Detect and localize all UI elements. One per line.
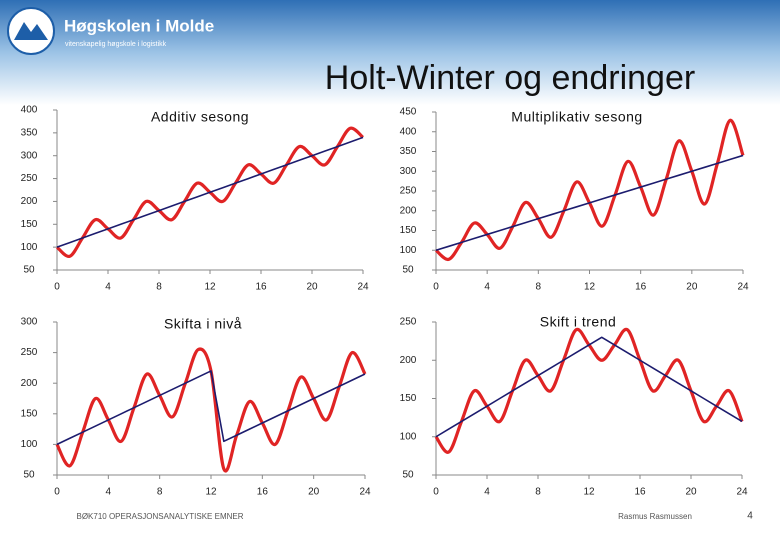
y-tick-label: 150 [400,393,417,404]
x-tick-label: 16 [635,282,647,293]
y-tick-label: 400 [21,105,38,116]
x-tick-label: 8 [156,282,162,293]
y-tick-label: 50 [23,470,35,481]
x-tick-label: 16 [257,487,269,498]
y-tick-label: 250 [21,173,38,184]
x-tick-label: 20 [308,487,320,498]
y-tick-label: 100 [400,431,417,442]
y-tick-label: 350 [400,146,417,157]
y-tick-label: 250 [400,317,417,328]
logo-name: Høgskolen i Molde [64,16,214,35]
logo-tagline: vitenskapelig høgskole i logistikk [65,41,167,48]
y-tick-label: 450 [400,107,417,118]
series-line [435,154,744,252]
x-tick-label: 4 [105,282,111,293]
series-line [56,136,364,248]
y-tick-label: 150 [400,225,417,236]
x-tick-label: 12 [205,487,217,498]
x-tick-label: 12 [583,487,595,498]
x-tick-label: 4 [106,487,112,498]
x-tick-label: 4 [484,282,490,293]
chart-title: Additiv sesong [151,109,249,125]
y-tick-label: 100 [400,245,417,256]
x-tick-label: 12 [584,282,596,293]
y-tick-label: 250 [21,347,38,358]
y-tick-label: 100 [21,439,38,450]
logo-mountain [14,22,48,40]
footer-author: Rasmus Rasmussen [618,512,692,521]
series-line [435,336,743,438]
x-tick-label: 8 [535,487,541,498]
x-tick-label: 0 [54,282,60,293]
footer-course: BØK710 OPERASJONSANALYTISKE EMNER [76,512,243,521]
y-tick-label: 50 [402,470,414,481]
y-tick-label: 300 [21,317,38,328]
y-tick-label: 300 [21,150,38,161]
x-tick-label: 0 [433,487,439,498]
chart-title: Skift i trend [540,314,617,330]
x-tick-label: 8 [157,487,163,498]
x-tick-label: 0 [54,487,60,498]
y-tick-label: 200 [400,205,417,216]
x-tick-label: 20 [306,282,318,293]
x-tick-label: 24 [736,487,748,498]
logo-icon [7,7,55,55]
y-tick-label: 400 [400,126,417,137]
x-tick-label: 24 [737,282,749,293]
x-tick-label: 8 [536,282,542,293]
chart-title: Skifta i nivå [164,316,242,332]
y-tick-label: 350 [21,127,38,138]
y-tick-label: 50 [402,265,414,276]
y-tick-label: 50 [23,265,35,276]
x-tick-label: 24 [357,282,369,293]
y-tick-label: 100 [21,242,38,253]
x-tick-label: 24 [359,487,371,498]
x-tick-label: 0 [433,282,439,293]
y-tick-label: 300 [400,166,417,177]
x-tick-label: 20 [686,282,698,293]
page-number: 4 [747,511,753,522]
slide-title: Holt-Winter og endringer [325,59,695,97]
header-band [0,0,780,105]
y-tick-label: 250 [400,186,417,197]
x-tick-label: 4 [484,487,490,498]
y-tick-label: 200 [400,355,417,366]
x-tick-label: 20 [685,487,697,498]
y-tick-label: 150 [21,219,38,230]
y-tick-label: 200 [21,196,38,207]
chart-title: Multiplikativ sesong [511,109,642,125]
y-tick-label: 200 [21,378,38,389]
x-tick-label: 16 [255,282,267,293]
x-tick-label: 16 [634,487,646,498]
series-line [56,370,366,446]
x-tick-label: 12 [204,282,216,293]
y-tick-label: 150 [21,408,38,419]
